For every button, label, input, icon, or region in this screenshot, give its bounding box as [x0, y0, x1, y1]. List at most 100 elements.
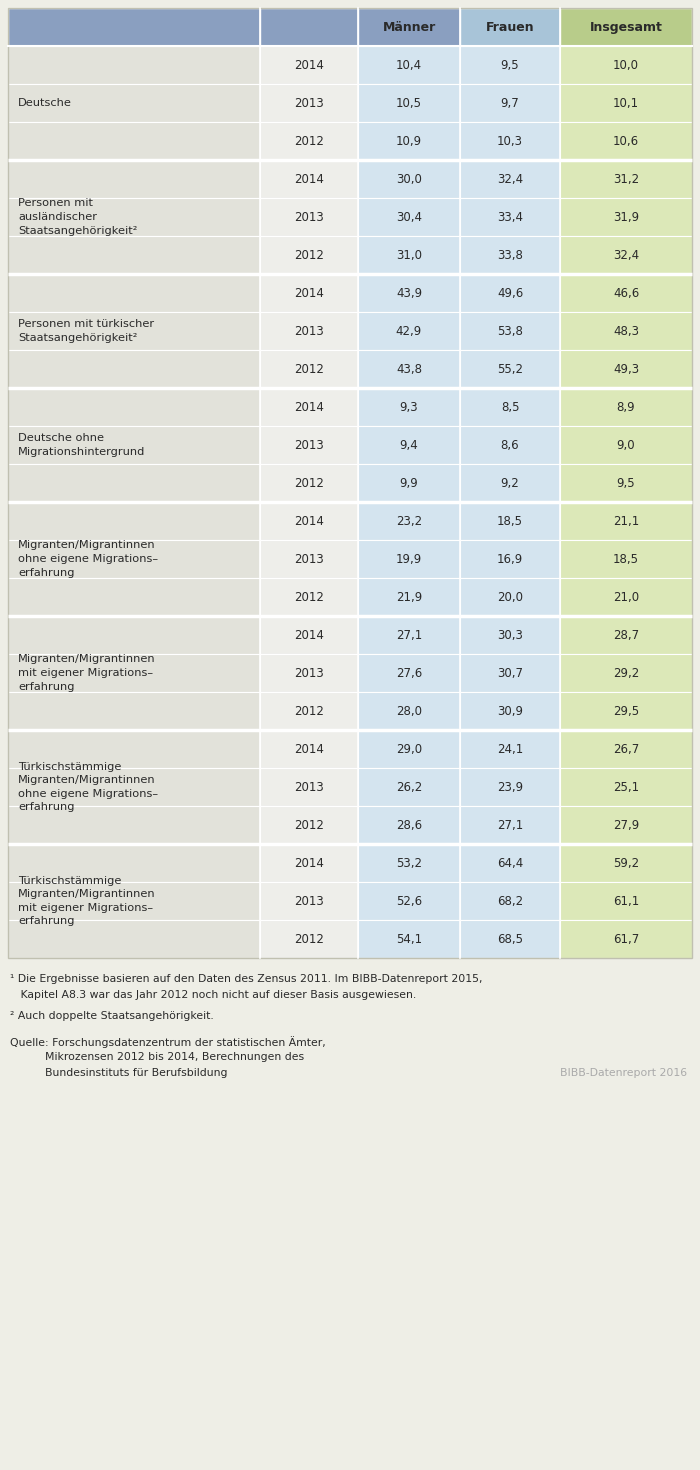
Bar	[8, 731, 260, 767]
Text: 43,8: 43,8	[396, 363, 422, 375]
Bar	[8, 84, 260, 122]
Text: Deutsche: Deutsche	[18, 98, 72, 107]
Bar	[560, 160, 692, 198]
Text: 10,6: 10,6	[613, 134, 639, 147]
Bar	[8, 501, 260, 539]
Bar	[460, 578, 560, 616]
Text: 31,0: 31,0	[396, 248, 422, 262]
Text: 29,5: 29,5	[613, 704, 639, 717]
Bar	[560, 350, 692, 388]
Bar	[460, 7, 560, 46]
Bar	[560, 237, 692, 273]
Text: 2013: 2013	[294, 666, 324, 679]
Bar	[560, 616, 692, 654]
Text: 2014: 2014	[294, 172, 324, 185]
Bar	[8, 654, 260, 692]
Text: Türkischstämmige
Migranten/Migrantinnen
ohne eigene Migrations–
erfahrung: Türkischstämmige Migranten/Migrantinnen …	[18, 761, 158, 813]
Text: 53,8: 53,8	[497, 325, 523, 338]
Text: 24,1: 24,1	[497, 742, 523, 756]
Text: 21,0: 21,0	[613, 591, 639, 604]
Text: 29,0: 29,0	[396, 742, 422, 756]
Bar	[8, 312, 260, 350]
Text: 9,2: 9,2	[500, 476, 519, 490]
Bar	[8, 578, 260, 616]
Bar	[260, 312, 358, 350]
Text: Personen mit türkischer
Staatsangehörigkeit²: Personen mit türkischer Staatsangehörigk…	[18, 319, 154, 343]
Text: 9,3: 9,3	[400, 400, 419, 413]
Bar	[8, 767, 260, 806]
Bar	[560, 312, 692, 350]
Bar	[460, 198, 560, 237]
Text: 33,8: 33,8	[497, 248, 523, 262]
Text: 30,0: 30,0	[396, 172, 422, 185]
Text: 30,3: 30,3	[497, 629, 523, 641]
Text: Personen mit
ausländischer
Staatsangehörigkeit²: Personen mit ausländischer Staatsangehör…	[18, 198, 137, 235]
Bar	[260, 237, 358, 273]
Bar	[358, 388, 460, 426]
Text: 27,1: 27,1	[497, 819, 523, 832]
Bar	[460, 539, 560, 578]
Text: 19,9: 19,9	[396, 553, 422, 566]
Text: 29,2: 29,2	[613, 666, 639, 679]
Bar	[8, 692, 260, 731]
Bar	[560, 731, 692, 767]
Bar	[260, 920, 358, 958]
Text: Männer: Männer	[382, 21, 435, 34]
Bar	[260, 654, 358, 692]
Bar	[358, 160, 460, 198]
Bar	[460, 767, 560, 806]
Bar	[560, 465, 692, 501]
Text: 26,7: 26,7	[613, 742, 639, 756]
Text: 10,1: 10,1	[613, 97, 639, 109]
Bar	[8, 426, 260, 465]
Bar	[560, 388, 692, 426]
Text: 48,3: 48,3	[613, 325, 639, 338]
Bar	[260, 767, 358, 806]
Text: 2013: 2013	[294, 210, 324, 223]
Text: 2014: 2014	[294, 514, 324, 528]
Text: 31,9: 31,9	[613, 210, 639, 223]
Text: 9,0: 9,0	[617, 438, 636, 451]
Text: 26,2: 26,2	[396, 781, 422, 794]
Bar	[460, 46, 560, 84]
Bar	[8, 616, 260, 654]
Bar	[560, 273, 692, 312]
Text: 42,9: 42,9	[396, 325, 422, 338]
Text: 59,2: 59,2	[613, 857, 639, 869]
Text: 9,5: 9,5	[500, 59, 519, 72]
Text: BIBB-Datenreport 2016: BIBB-Datenreport 2016	[560, 1069, 687, 1079]
Text: 10,9: 10,9	[396, 134, 422, 147]
Text: 9,9: 9,9	[400, 476, 419, 490]
Text: 2014: 2014	[294, 287, 324, 300]
Text: 25,1: 25,1	[613, 781, 639, 794]
Text: 54,1: 54,1	[396, 932, 422, 945]
Bar	[560, 426, 692, 465]
Text: 28,6: 28,6	[396, 819, 422, 832]
Text: Türkischstämmige
Migranten/Migrantinnen
mit eigener Migrations–
erfahrung: Türkischstämmige Migranten/Migrantinnen …	[18, 876, 155, 926]
Bar	[260, 160, 358, 198]
Text: 30,4: 30,4	[396, 210, 422, 223]
Bar	[560, 767, 692, 806]
Text: 30,7: 30,7	[497, 666, 523, 679]
Text: 2014: 2014	[294, 742, 324, 756]
Text: 2013: 2013	[294, 325, 324, 338]
Text: 68,5: 68,5	[497, 932, 523, 945]
Bar	[358, 806, 460, 844]
Text: Kapitel A8.3 war das Jahr 2012 noch nicht auf dieser Basis ausgewiesen.: Kapitel A8.3 war das Jahr 2012 noch nich…	[10, 989, 416, 1000]
Bar	[358, 237, 460, 273]
Bar	[260, 731, 358, 767]
Bar	[358, 539, 460, 578]
Text: 16,9: 16,9	[497, 553, 523, 566]
Bar	[260, 350, 358, 388]
Text: 49,6: 49,6	[497, 287, 523, 300]
Text: 2013: 2013	[294, 781, 324, 794]
Bar	[8, 7, 692, 958]
Bar	[358, 7, 460, 46]
Bar	[358, 46, 460, 84]
Bar	[358, 198, 460, 237]
Bar	[8, 198, 260, 237]
Text: 2012: 2012	[294, 591, 324, 604]
Text: 31,2: 31,2	[613, 172, 639, 185]
Bar	[460, 388, 560, 426]
Bar	[358, 350, 460, 388]
